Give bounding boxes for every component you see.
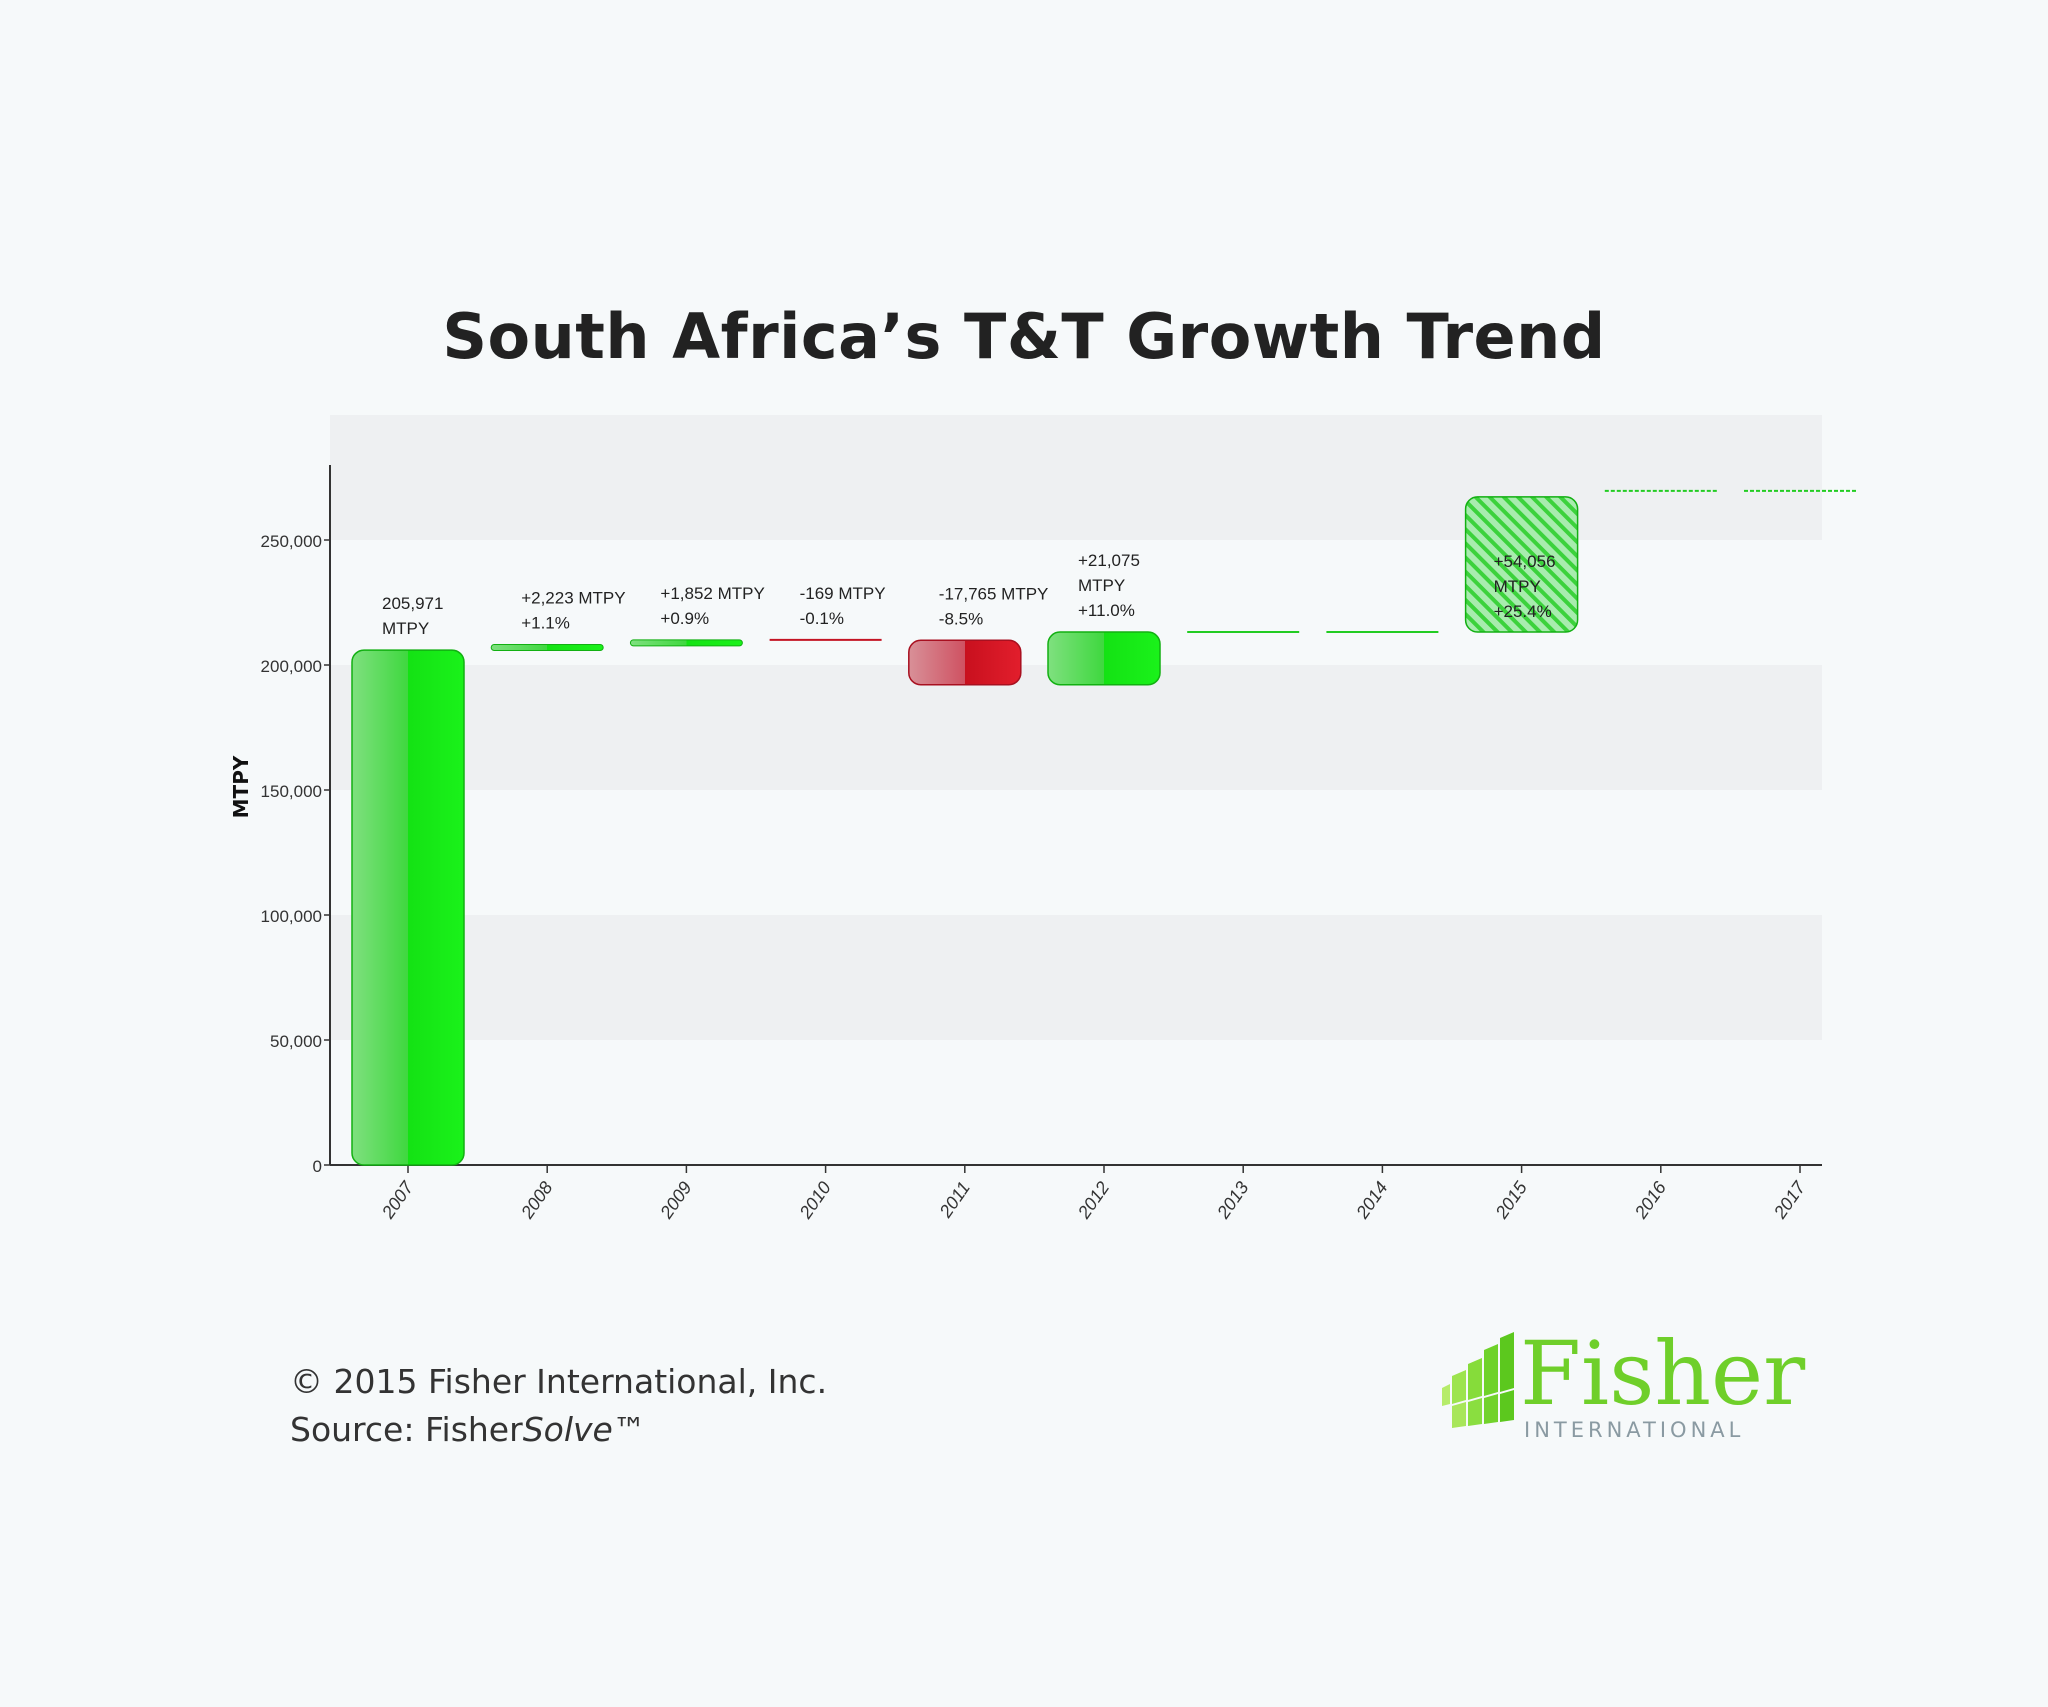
x-tick-label: 2016 xyxy=(1630,1177,1670,1223)
data-label: MTPY xyxy=(1494,577,1541,596)
data-label: -0.1% xyxy=(800,609,844,628)
data-label: +11.0% xyxy=(1078,601,1135,620)
data-label: -8.5% xyxy=(939,609,983,628)
data-label: +2,223 MTPY xyxy=(521,589,625,608)
grid-band xyxy=(330,915,1822,1040)
data-label: 205,971 xyxy=(382,594,443,613)
x-tick-label: 2011 xyxy=(935,1178,974,1222)
x-tick-label: 2010 xyxy=(795,1178,835,1223)
data-label: MTPY xyxy=(1078,576,1125,595)
bar-increase xyxy=(1464,496,1579,633)
source-text: Source: FisherSolve™ xyxy=(290,1410,646,1449)
bar-decrease xyxy=(908,639,1022,686)
y-tick-label: 50,000 xyxy=(270,1032,322,1051)
data-label: +25.4% xyxy=(1494,602,1552,621)
axes: 050,000100,000150,000200,000250,000MTPY2… xyxy=(229,465,1822,1223)
data-labels: 205,971 MTPY +2,223 MTPY +1.1% +1,852 MTPY +0… xyxy=(382,551,1556,638)
grid-band xyxy=(330,665,1822,790)
source-prefix: Source: Fisher xyxy=(290,1410,523,1449)
x-tick-label: 2007 xyxy=(377,1177,417,1223)
fisher-logo: Fisher INTERNATIONAL xyxy=(1440,1322,1805,1450)
bar-increase xyxy=(629,639,743,647)
x-tick-label: 2012 xyxy=(1073,1178,1113,1223)
x-tick-label: 2015 xyxy=(1491,1177,1531,1223)
x-tick-label: 2009 xyxy=(656,1178,696,1223)
y-tick-label: 0 xyxy=(313,1157,322,1176)
data-label: +1,852 MTPY xyxy=(660,584,764,603)
grid-bands xyxy=(330,415,1822,1040)
source-italic: Solve xyxy=(522,1410,613,1449)
y-tick-label: 250,000 xyxy=(261,532,322,551)
chart-title: South Africa’s T&T Growth Trend xyxy=(442,300,1606,373)
bar-increase xyxy=(1047,631,1161,686)
logo-wordmark: Fisher xyxy=(1520,1322,1806,1425)
y-tick-label: 200,000 xyxy=(261,657,322,676)
data-label: -17,765 MTPY xyxy=(939,584,1049,603)
source-suffix: ™ xyxy=(612,1410,646,1449)
copyright-text: © 2015 Fisher International, Inc. xyxy=(290,1362,828,1401)
bars xyxy=(351,489,1856,1166)
y-tick-label: 100,000 xyxy=(261,907,322,926)
logo-mark-icon xyxy=(1442,1332,1514,1428)
data-label: +1.1% xyxy=(521,614,570,633)
y-tick-label: 150,000 xyxy=(261,782,322,801)
bar-increase xyxy=(351,649,465,1166)
data-label: +0.9% xyxy=(660,609,709,628)
data-label: +54,056 xyxy=(1494,552,1556,571)
grid-band xyxy=(330,415,1822,540)
x-tick-label: 2014 xyxy=(1352,1178,1392,1223)
bar-increase xyxy=(490,644,604,652)
x-tick-label: 2017 xyxy=(1769,1177,1809,1223)
data-label: -169 MTPY xyxy=(800,584,886,603)
x-tick-label: 2013 xyxy=(1213,1178,1253,1223)
data-label: +21,075 xyxy=(1078,551,1140,570)
y-axis-title: MTPY xyxy=(229,755,253,818)
data-label: MTPY xyxy=(382,619,429,638)
logo-subtitle: INTERNATIONAL xyxy=(1524,1418,1745,1442)
x-tick-label: 2008 xyxy=(517,1178,557,1223)
